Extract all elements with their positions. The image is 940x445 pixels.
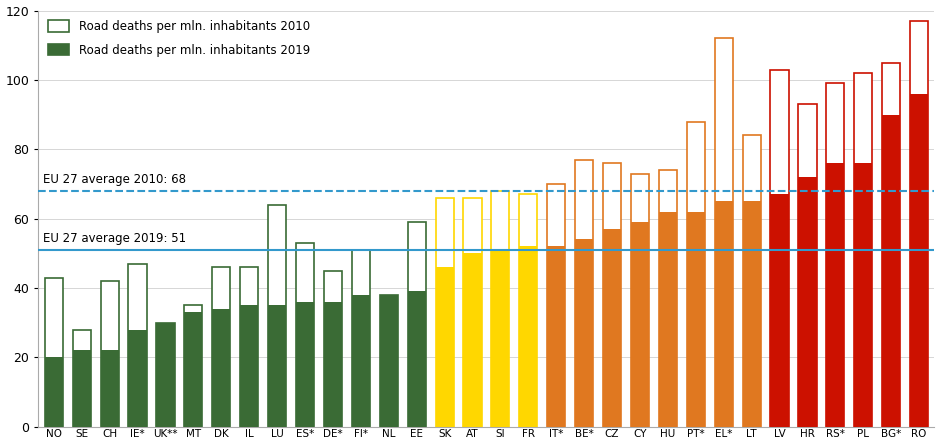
Bar xyxy=(603,229,621,427)
Bar xyxy=(631,174,649,427)
Bar xyxy=(603,163,621,427)
Bar xyxy=(296,302,314,427)
Bar xyxy=(240,305,259,427)
Bar xyxy=(492,250,509,427)
Bar xyxy=(268,205,286,427)
Bar xyxy=(408,291,426,427)
Bar xyxy=(687,212,705,427)
Bar xyxy=(352,295,370,427)
Bar xyxy=(519,194,538,427)
Bar xyxy=(435,267,454,427)
Bar xyxy=(771,69,789,427)
Bar xyxy=(798,177,817,427)
Bar xyxy=(659,170,677,427)
Bar xyxy=(45,357,63,427)
Bar xyxy=(882,114,901,427)
Bar xyxy=(72,330,91,427)
Bar xyxy=(324,271,342,427)
Bar xyxy=(714,201,733,427)
Bar xyxy=(380,295,398,427)
Bar xyxy=(184,305,202,427)
Bar xyxy=(463,198,481,427)
Bar xyxy=(854,163,872,427)
Bar xyxy=(910,21,928,427)
Bar xyxy=(352,250,370,427)
Bar xyxy=(380,295,398,427)
Bar xyxy=(826,163,844,427)
Text: EU 27 average 2019: 51: EU 27 average 2019: 51 xyxy=(43,231,186,245)
Bar xyxy=(826,83,844,427)
Bar xyxy=(129,264,147,427)
Bar xyxy=(212,309,230,427)
Bar xyxy=(240,267,259,427)
Bar xyxy=(547,184,565,427)
Bar xyxy=(268,305,286,427)
Bar xyxy=(129,330,147,427)
Bar xyxy=(156,323,175,427)
Bar xyxy=(575,239,593,427)
Bar xyxy=(910,94,928,427)
Bar xyxy=(463,253,481,427)
Bar xyxy=(854,73,872,427)
Bar xyxy=(212,267,230,427)
Bar xyxy=(771,194,789,427)
Bar xyxy=(156,323,175,427)
Bar xyxy=(296,243,314,427)
Bar xyxy=(687,121,705,427)
Bar xyxy=(575,160,593,427)
Bar xyxy=(45,278,63,427)
Bar xyxy=(101,281,118,427)
Bar xyxy=(408,222,426,427)
Bar xyxy=(492,191,509,427)
Bar xyxy=(743,135,760,427)
Bar xyxy=(631,222,649,427)
Bar xyxy=(519,247,538,427)
Legend: Road deaths per mln. inhabitants 2010, Road deaths per mln. inhabitants 2019: Road deaths per mln. inhabitants 2010, R… xyxy=(44,16,313,60)
Bar xyxy=(101,350,118,427)
Bar xyxy=(184,312,202,427)
Bar xyxy=(324,302,342,427)
Bar xyxy=(882,63,901,427)
Bar xyxy=(798,104,817,427)
Bar xyxy=(435,198,454,427)
Bar xyxy=(659,212,677,427)
Text: EU 27 average 2010: 68: EU 27 average 2010: 68 xyxy=(43,173,186,186)
Bar xyxy=(714,38,733,427)
Bar xyxy=(72,350,91,427)
Bar xyxy=(547,247,565,427)
Bar xyxy=(743,201,760,427)
